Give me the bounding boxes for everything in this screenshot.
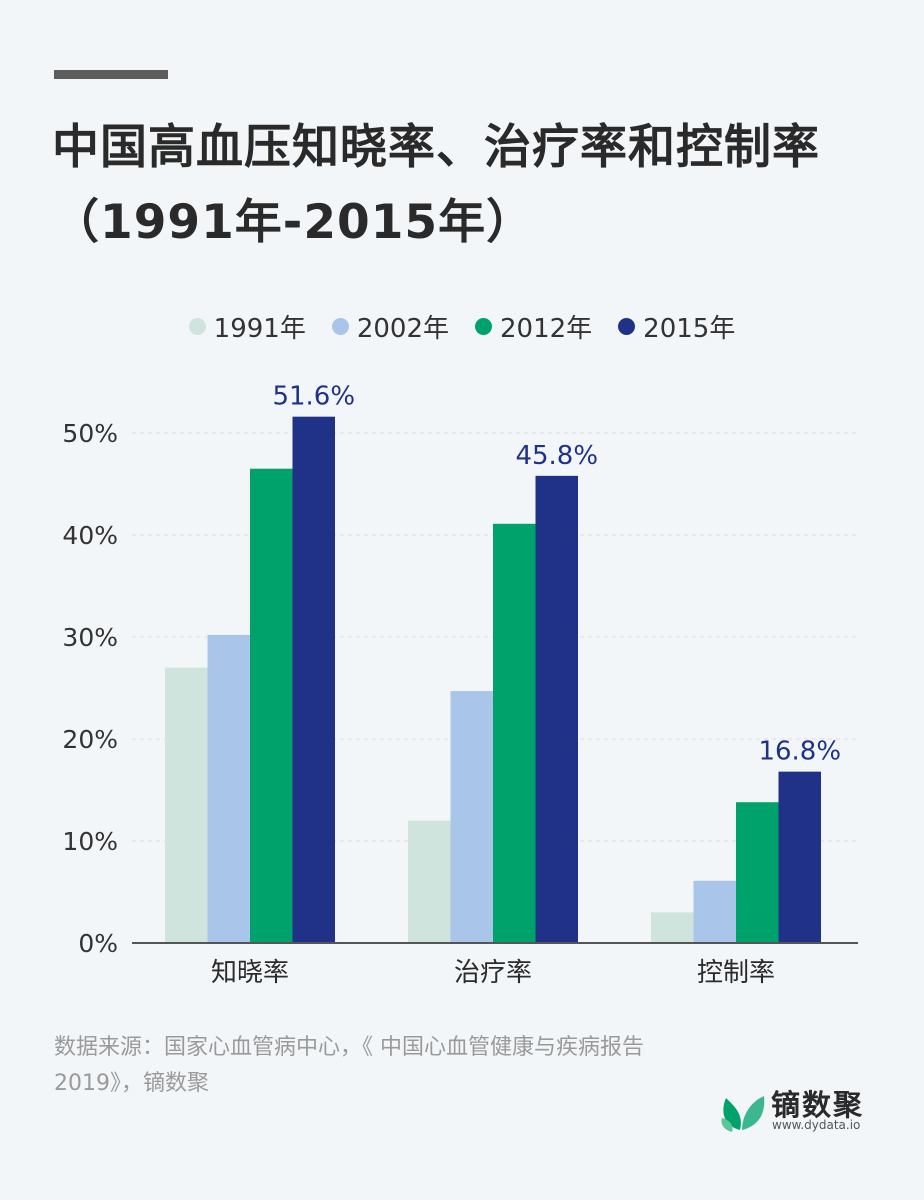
data-label: 45.8% bbox=[515, 441, 598, 471]
x-category-label: 控制率 bbox=[697, 958, 775, 988]
data-label: 16.8% bbox=[758, 737, 841, 767]
title-accent-bar bbox=[54, 70, 168, 79]
legend-swatch-1991 bbox=[188, 318, 206, 335]
legend-label-2012: 2012年 bbox=[500, 314, 593, 344]
legend-item-1991: 1991年 bbox=[188, 308, 306, 345]
bar-2012-2 bbox=[736, 802, 779, 943]
legend-swatch-2012 bbox=[475, 318, 492, 335]
bar-1991-0 bbox=[165, 667, 208, 943]
legend-swatch-2002 bbox=[331, 318, 349, 335]
data-source-note: 数据来源：国家心血管病中心，《 中国心血管健康与疾病报告2019》，镝数聚 bbox=[54, 1035, 644, 1096]
bar-2015-1 bbox=[535, 475, 578, 943]
page-title: 中国高血压知晓率、治疗率和控制率（1991年-2015年） bbox=[52, 120, 820, 250]
legend-label-2015: 2015年 bbox=[643, 314, 736, 344]
legend-label-1991: 1991年 bbox=[213, 314, 306, 344]
bar-2002-1 bbox=[450, 691, 493, 943]
y-tick-label: 40% bbox=[62, 521, 118, 550]
leaf-logo-icon bbox=[721, 1096, 765, 1132]
x-category-label: 治疗率 bbox=[454, 958, 532, 988]
legend-item-2012: 2012年 bbox=[475, 308, 592, 345]
brand-url: www.dydata.io bbox=[772, 1118, 861, 1132]
bar-2002-2 bbox=[693, 880, 736, 943]
bar-2015-2 bbox=[778, 771, 821, 943]
legend-swatch-2015 bbox=[618, 318, 636, 335]
bar-2012-0 bbox=[250, 468, 293, 943]
bar-2012-1 bbox=[493, 523, 536, 943]
brand-name: 镝数聚 bbox=[771, 1088, 865, 1122]
x-category-label: 知晓率 bbox=[211, 958, 289, 988]
bar-chart: 0% 10% 20% 30% 40% 50% 51.6% 知晓率 45.8% 治疗率 16.8% 控制… bbox=[62, 382, 858, 988]
legend-item-2002: 2002年 bbox=[331, 308, 449, 345]
bar-2015-0 bbox=[292, 416, 335, 943]
bar-1991-1 bbox=[408, 820, 451, 943]
y-tick-label: 30% bbox=[62, 623, 118, 652]
bar-1991-2 bbox=[651, 912, 694, 943]
bar-2002-0 bbox=[207, 634, 250, 943]
brand-logo: 镝数聚 www.dydata.io bbox=[718, 1082, 898, 1142]
data-label: 51.6% bbox=[272, 382, 355, 412]
chart-legend: 1991年 2002年 2012年 2015年 bbox=[0, 308, 924, 345]
y-tick-label: 50% bbox=[62, 419, 118, 448]
y-tick-label: 10% bbox=[62, 827, 118, 856]
legend-label-2002: 2002年 bbox=[356, 314, 449, 344]
y-tick-label: 0% bbox=[78, 929, 118, 958]
legend-item-2015: 2015年 bbox=[618, 308, 735, 345]
y-tick-label: 20% bbox=[62, 725, 118, 754]
